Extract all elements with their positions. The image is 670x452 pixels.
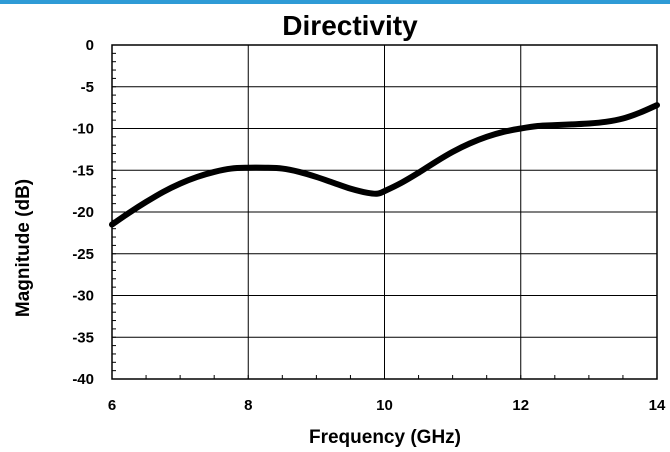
x-tick-labels: 6 8 10 12 14: [108, 397, 666, 414]
plot-area-frame: [111, 44, 658, 380]
y-tick-label: -10: [72, 121, 94, 138]
grid-lines: [111, 44, 658, 380]
y-tick-label: -35: [72, 329, 94, 346]
y-tick-label: -40: [72, 371, 94, 388]
x-tick-label: 12: [512, 397, 529, 414]
x-tick-label: 6: [108, 397, 116, 414]
directivity-series-line: [109, 102, 660, 228]
y-tick-labels: 0 -5 -10 -15 -20 -25 -30 -35 -40: [72, 37, 94, 388]
y-tick-label: -15: [72, 162, 94, 179]
x-axis-title: Frequency (GHz): [309, 427, 461, 448]
y-tick-label: -5: [81, 79, 94, 96]
series-layer: [109, 102, 660, 228]
y-tick-label: -20: [72, 204, 94, 221]
x-tick-label: 10: [376, 397, 393, 414]
x-tick-label: 8: [244, 397, 252, 414]
y-axis-title: Magnitude (dB): [13, 179, 34, 317]
y-tick-label: 0: [86, 37, 94, 54]
x-tick-label: 14: [649, 397, 666, 414]
y-tick-label: -25: [72, 246, 94, 263]
chart-title: Directivity: [282, 10, 418, 41]
top-accent-bar: [0, 0, 670, 4]
y-tick-label: -30: [72, 288, 94, 305]
